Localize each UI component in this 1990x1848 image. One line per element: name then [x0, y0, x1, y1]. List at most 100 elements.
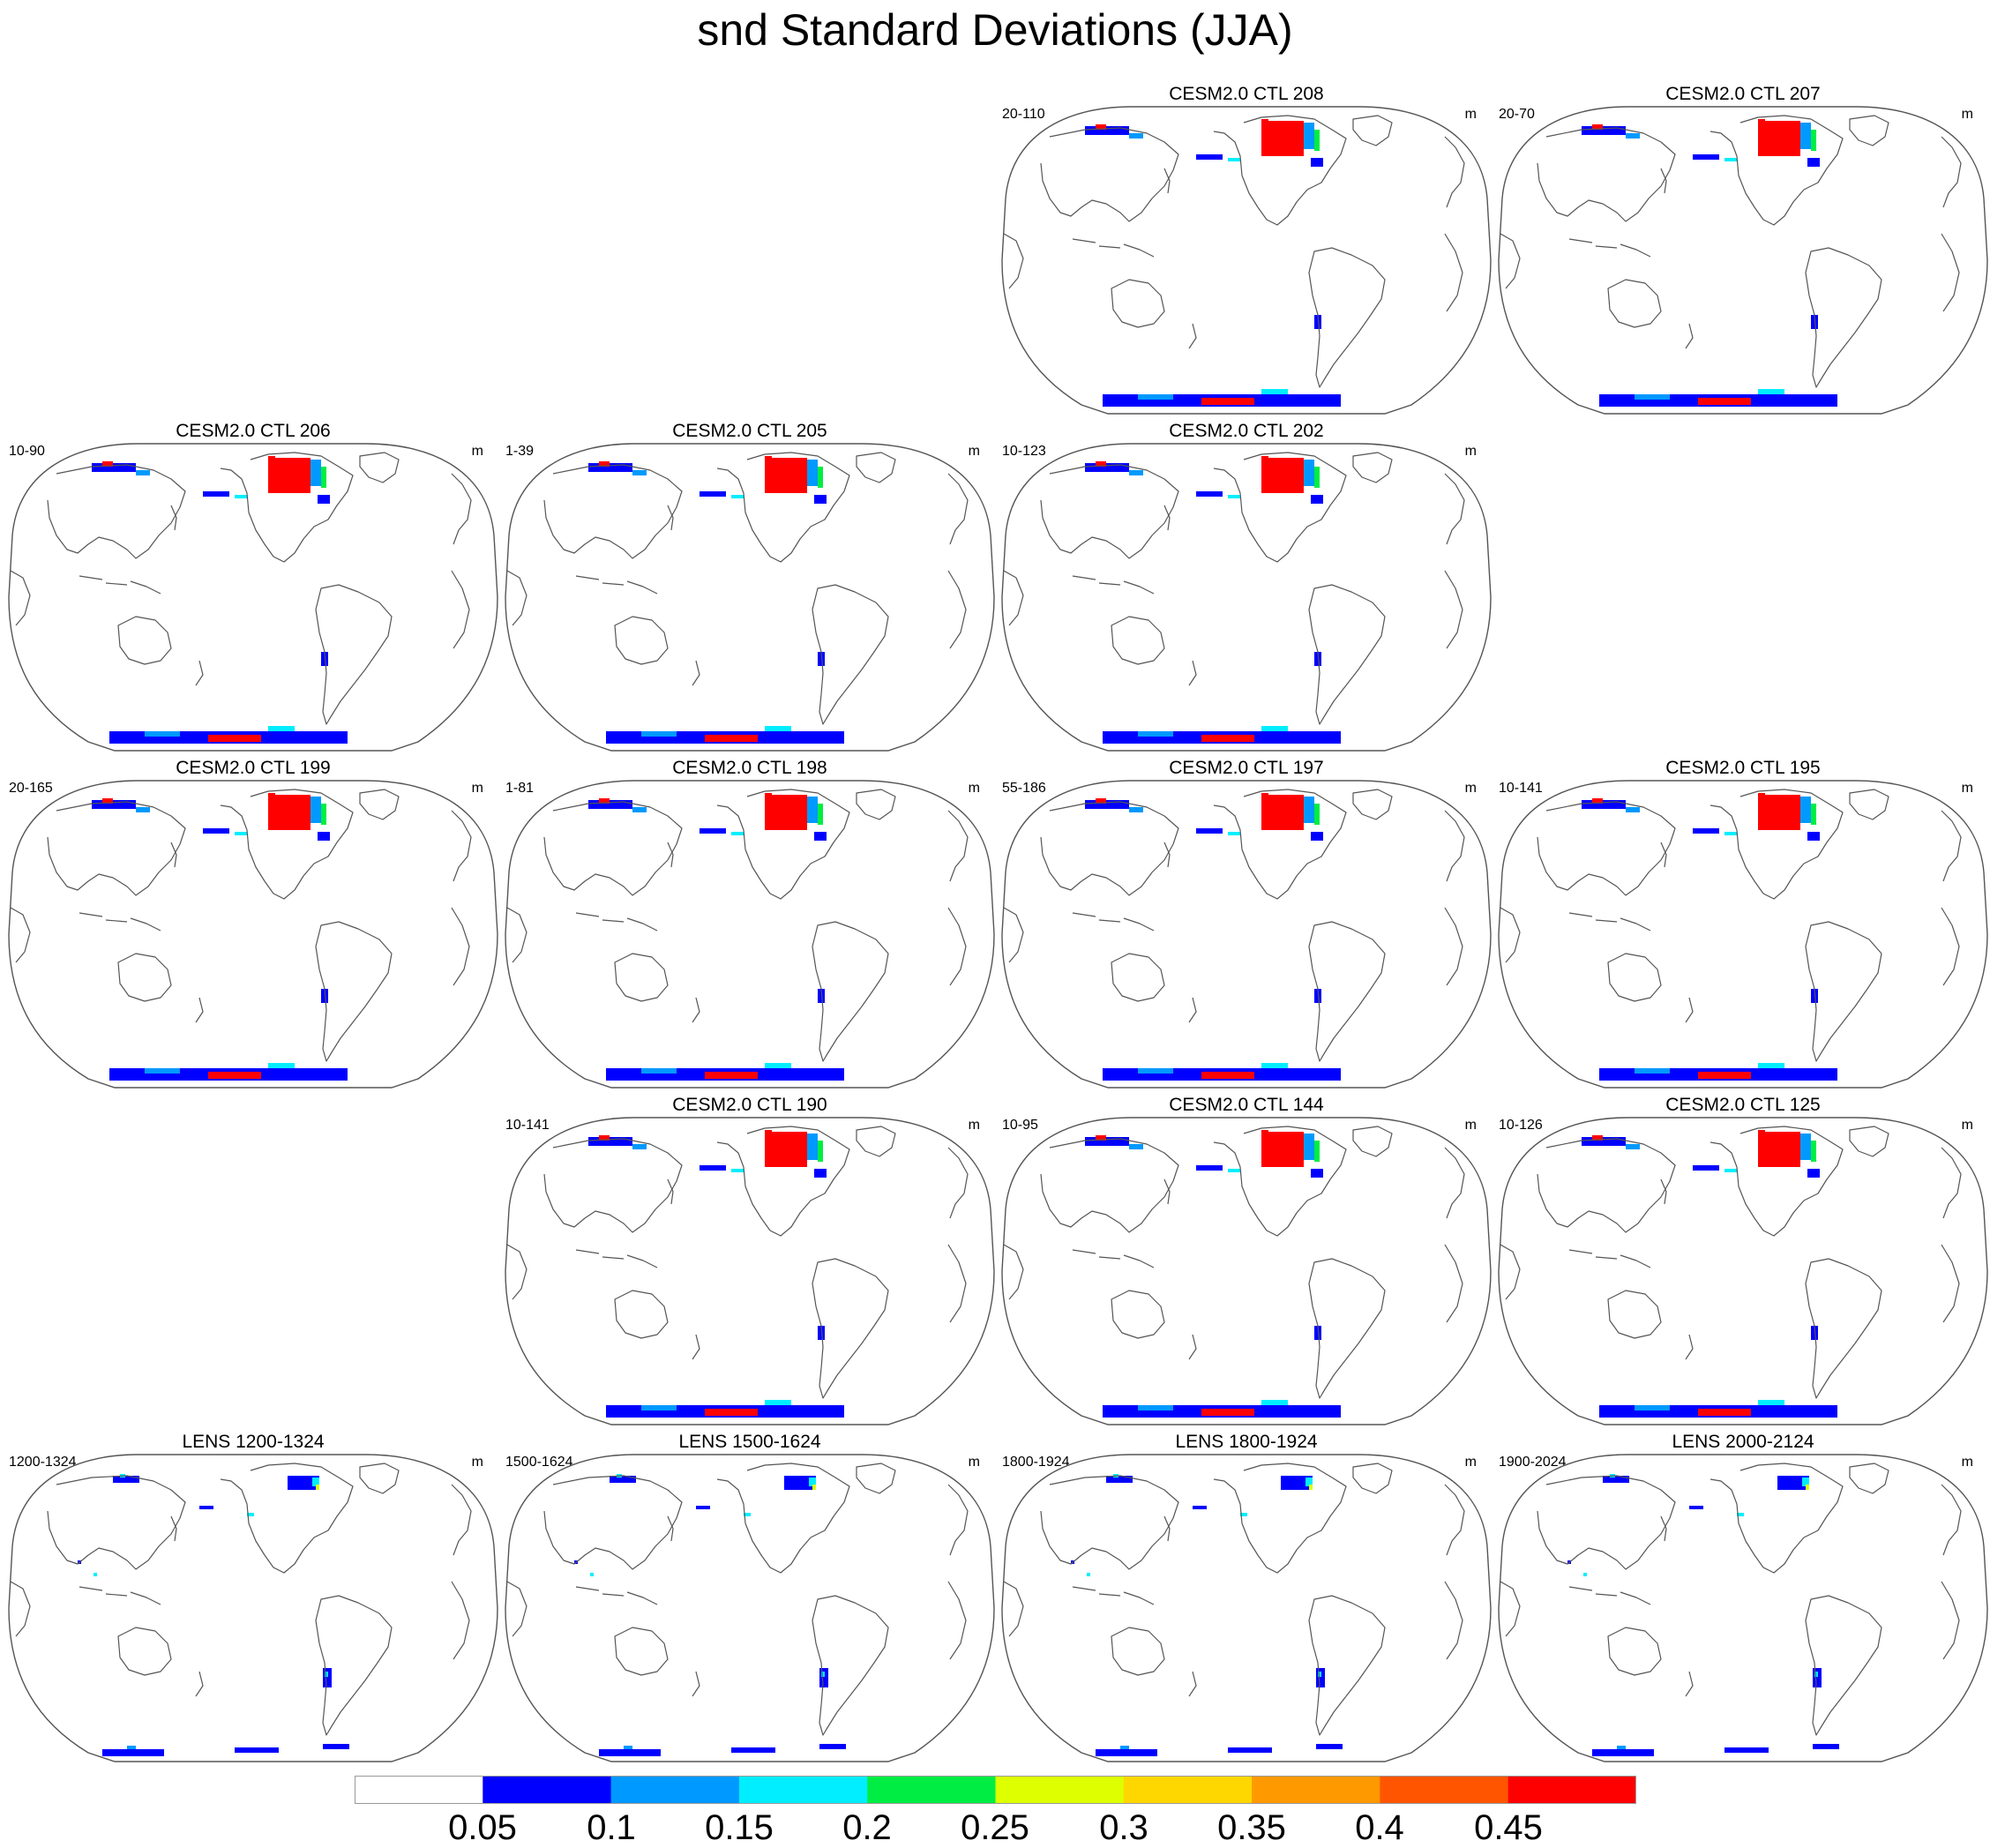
- coastline: [856, 789, 896, 820]
- snow-depth-patch: [1304, 460, 1314, 486]
- snow-depth-patch: [321, 989, 328, 1003]
- coastline: [1660, 1515, 1667, 1542]
- snow-depth-patch: [814, 495, 827, 504]
- snow-depth-patch: [1311, 158, 1323, 167]
- snow-depth-patch: [818, 1326, 825, 1340]
- coastline: [359, 452, 400, 483]
- coastline: [716, 1463, 850, 1574]
- snow-depth-patch: [1096, 124, 1106, 130]
- coastline: [1040, 127, 1179, 222]
- panel-unit-label: m: [968, 1455, 980, 1470]
- panel-range-label: 55-186: [1002, 781, 1046, 796]
- coastline: [812, 1258, 889, 1399]
- snow-depth-patch: [1635, 1068, 1670, 1074]
- snow-depth-patch: [1314, 1326, 1321, 1340]
- snow-depth-patch: [1693, 1165, 1719, 1171]
- colorbar-label: 0.35: [1217, 1808, 1286, 1847]
- snow-depth-patch: [807, 460, 818, 486]
- snow-depth-patch: [809, 1478, 816, 1486]
- world-map: [1001, 1454, 1492, 1762]
- coastline: [1072, 912, 1155, 931]
- coastline: [1500, 1581, 1521, 1637]
- snow-depth-patch: [1193, 1506, 1207, 1509]
- coastline: [543, 801, 683, 896]
- coastline: [1444, 136, 1465, 208]
- map-boundary: [505, 443, 995, 752]
- snow-depth-patch: [145, 1068, 180, 1074]
- map-panel: CESM2.0 CTL 195 10-141 m: [1493, 758, 1990, 1095]
- snow-depth-patch: [1314, 315, 1321, 329]
- snow-depth-patch: [1129, 133, 1143, 138]
- coastline: [1444, 1484, 1465, 1556]
- snow-depth-patch: [1261, 1132, 1304, 1167]
- coastline: [1308, 1258, 1386, 1399]
- snow-depth-patch: [765, 1132, 807, 1167]
- panel-range-label: 1200-1324: [9, 1455, 77, 1470]
- snow-depth-patch: [1304, 797, 1314, 823]
- snow-depth-patch: [1087, 1573, 1090, 1576]
- coastline: [1188, 660, 1197, 686]
- snow-depth-patch: [268, 793, 275, 797]
- coastline: [170, 505, 177, 531]
- coastline: [1537, 801, 1676, 896]
- panel-unit-label: m: [968, 781, 980, 796]
- panel-range-label: 20-165: [9, 781, 53, 796]
- coastline: [1568, 1249, 1651, 1268]
- colorbar-swatch: [995, 1776, 1125, 1804]
- snow-depth-patch: [325, 1672, 328, 1677]
- colorbar-label: 0.15: [705, 1808, 774, 1847]
- snow-depth-patch: [1304, 123, 1314, 149]
- colorbar-label: 0.4: [1355, 1808, 1404, 1847]
- panel-title: CESM2.0 CTL 197: [1169, 758, 1324, 778]
- coastline: [451, 1581, 470, 1660]
- snow-depth-patch: [1261, 1400, 1288, 1405]
- snow-depth-patch: [588, 800, 632, 809]
- coastline: [1685, 323, 1694, 349]
- coastline: [1308, 247, 1386, 388]
- coastline: [451, 907, 470, 986]
- coastline: [1537, 1138, 1676, 1233]
- snow-depth-patch: [92, 800, 136, 809]
- coastline: [1660, 842, 1667, 868]
- snow-depth-patch: [705, 1072, 758, 1079]
- snow-depth-patch: [1592, 124, 1603, 130]
- snow-depth-patch: [1693, 154, 1719, 160]
- colorbar-swatch: [1380, 1776, 1509, 1804]
- coastline: [1500, 907, 1521, 963]
- world-map: [1001, 780, 1492, 1089]
- snow-depth-patch: [1626, 807, 1640, 812]
- map-panel: LENS 2000-2124 1900-2024 m: [1493, 1432, 1990, 1769]
- snow-depth-patch: [1811, 1141, 1816, 1162]
- snow-depth-patch: [1758, 389, 1784, 394]
- snow-depth-patch: [1314, 989, 1321, 1003]
- coastline: [1607, 953, 1662, 1002]
- coastline: [947, 907, 967, 986]
- panel-unit-label: m: [1464, 444, 1477, 459]
- snow-depth-patch: [1228, 1169, 1240, 1172]
- snow-depth-patch: [1085, 126, 1129, 135]
- coastline: [947, 1484, 969, 1556]
- snow-depth-patch: [102, 461, 113, 467]
- coastline: [1163, 1178, 1171, 1205]
- world-map: [8, 780, 498, 1089]
- coastline: [1352, 115, 1393, 146]
- coastline: [47, 464, 186, 559]
- map-panel: LENS 1500-1624 1500-1624 m: [500, 1432, 999, 1769]
- coastline: [1941, 233, 1960, 312]
- snow-depth-patch: [807, 1133, 818, 1160]
- panel-unit-label: m: [1961, 1118, 1973, 1133]
- snow-depth-patch: [731, 1169, 744, 1172]
- snow-depth-patch: [1582, 1137, 1626, 1146]
- snow-depth-patch: [641, 1068, 677, 1074]
- map-panel: CESM2.0 CTL 205 1-39 m: [500, 421, 999, 758]
- coastline: [856, 452, 896, 483]
- snow-depth-patch: [1314, 130, 1320, 151]
- snow-depth-patch: [765, 726, 791, 731]
- coastline: [315, 1595, 393, 1736]
- map-panel: CESM2.0 CTL 144 10-95 m: [997, 1095, 1496, 1432]
- snow-depth-patch: [268, 458, 310, 493]
- coastline: [1308, 584, 1386, 725]
- snow-depth-patch: [599, 1135, 610, 1141]
- map-boundary: [1001, 780, 1492, 1089]
- map-panel: CESM2.0 CTL 207 20-70 m: [1493, 84, 1990, 421]
